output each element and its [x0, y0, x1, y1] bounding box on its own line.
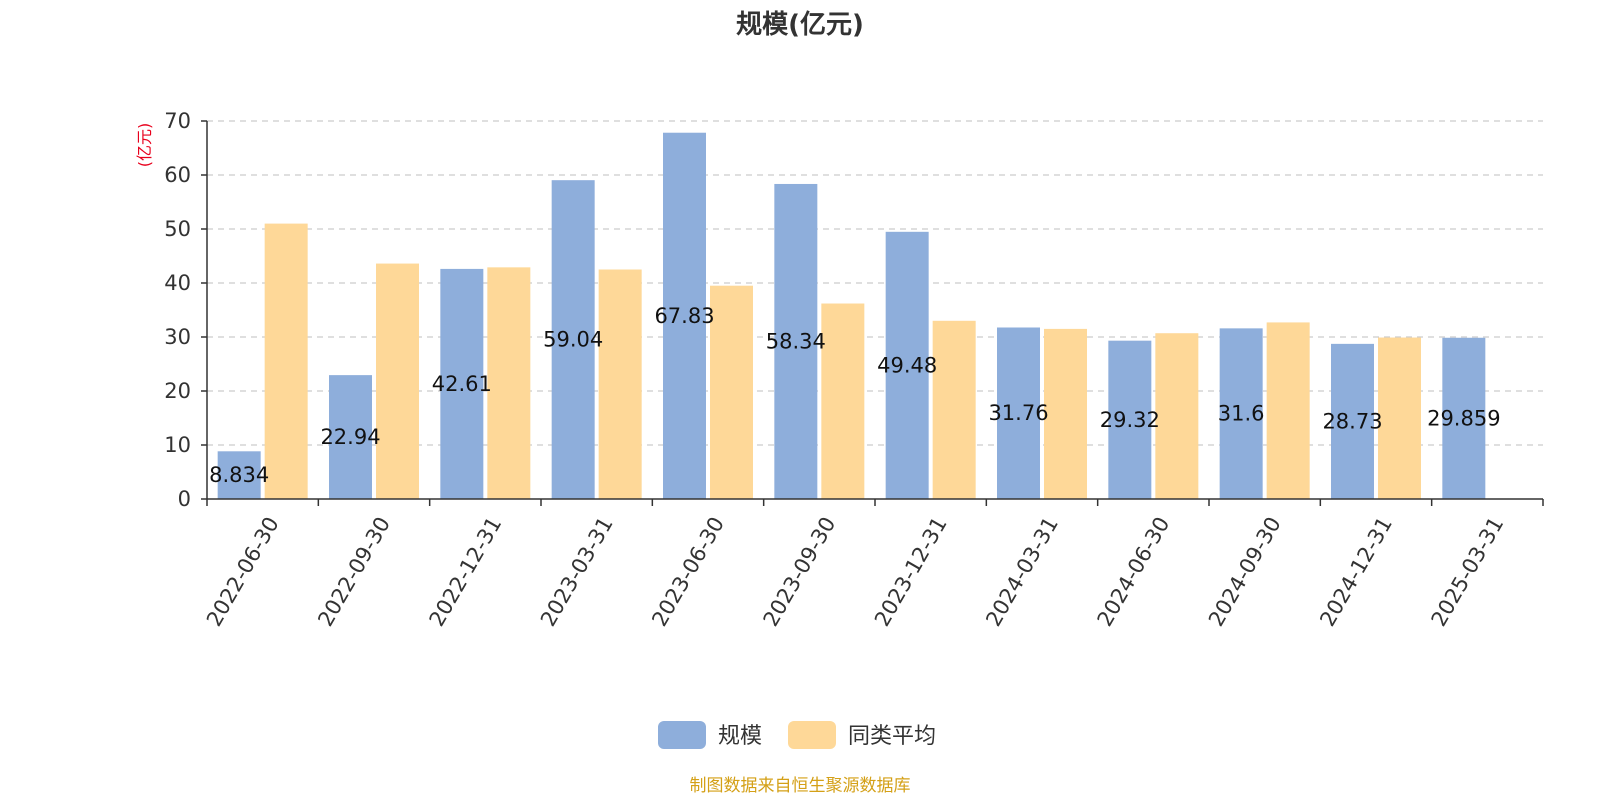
bar-scale-2022-06-30[interactable] — [217, 451, 261, 499]
value-label-2024-12-31: 28.73 — [1322, 409, 1382, 433]
value-label-2025-03-31: 29.859 — [1427, 406, 1500, 430]
value-label-2023-03-31: 59.04 — [543, 328, 603, 352]
x-tick-label-2023-06-30: 2023-06-30 — [647, 513, 729, 631]
data-source-note: 制图数据来自恒生聚源数据库 — [690, 776, 911, 796]
bar-category-average-2024-12-31[interactable] — [1378, 337, 1421, 499]
legend-swatch-scale[interactable] — [658, 721, 706, 749]
value-label-2024-09-30: 31.6 — [1218, 402, 1265, 426]
bar-scale-2022-09-30[interactable] — [329, 375, 372, 499]
y-tick-label-10: 10 — [164, 433, 191, 457]
y-tick-label-20: 20 — [164, 379, 191, 403]
bar-category-average-2022-09-30[interactable] — [376, 263, 419, 499]
bar-scale-2023-03-31[interactable] — [551, 180, 595, 499]
y-tick-label-40: 40 — [164, 271, 191, 295]
y-tick-label-30: 30 — [164, 325, 191, 349]
bar-category-average-2023-09-30[interactable] — [821, 303, 865, 499]
x-tick-label-2022-12-31: 2022-12-31 — [425, 513, 507, 631]
bar-scale-2023-06-30[interactable] — [663, 132, 706, 499]
value-label-2024-06-30: 29.32 — [1100, 408, 1160, 432]
value-label-2024-03-31: 31.76 — [988, 401, 1048, 425]
x-tick-label-2022-06-30: 2022-06-30 — [202, 513, 284, 631]
bar-category-average-2022-12-31[interactable] — [487, 267, 531, 499]
gridlines — [207, 120, 1543, 446]
bar-scale-2024-09-30[interactable] — [1219, 328, 1263, 499]
value-label-2023-09-30: 58.34 — [766, 329, 826, 353]
x-tick-label-2024-12-31: 2024-12-31 — [1315, 513, 1397, 631]
bar-category-average-2023-12-31[interactable] — [932, 320, 976, 499]
x-tick-label-2024-03-31: 2024-03-31 — [981, 513, 1063, 631]
legend-swatch-category-average[interactable] — [788, 721, 836, 749]
y-axis-unit-label: (亿元) — [135, 123, 154, 168]
value-label-2022-06-30: 8.834 — [209, 463, 269, 487]
value-labels: 8.834 22.94 42.61 59.04 67.83 58.34 49.48 31.76… — [209, 304, 1500, 487]
x-axis-ticks: 2022-06-30 2022-09-30 2022-12-31 2023-03-31… — [202, 499, 1544, 631]
bar-scale-2024-03-31[interactable] — [997, 327, 1040, 499]
legend-label-scale: 规模 — [718, 724, 762, 749]
bar-category-average-2024-03-31[interactable] — [1044, 328, 1087, 499]
y-axis-ticks: 0 10 20 30 40 50 60 70 — [164, 109, 207, 511]
y-tick-label-50: 50 — [164, 217, 191, 241]
bar-category-average-2022-06-30[interactable] — [264, 223, 308, 499]
x-tick-label-2023-12-31: 2023-12-31 — [870, 513, 952, 631]
bar-scale-2025-03-31[interactable] — [1442, 337, 1486, 499]
x-tick-label-2025-03-31: 2025-03-31 — [1427, 513, 1509, 631]
bar-scale-2022-12-31[interactable] — [440, 268, 484, 499]
bar-scale-2023-09-30[interactable] — [774, 183, 818, 500]
y-tick-label-70: 70 — [164, 109, 191, 133]
legend-label-category-average: 同类平均 — [848, 724, 936, 749]
bars — [217, 132, 1486, 500]
bar-category-average-2024-09-30[interactable] — [1266, 322, 1310, 499]
value-label-2023-12-31: 49.48 — [877, 353, 937, 377]
bar-category-average-2024-06-30[interactable] — [1155, 333, 1199, 499]
value-label-2022-09-30: 22.94 — [320, 425, 380, 449]
chart-title: 规模(亿元) — [736, 10, 864, 40]
bar-category-average-2023-06-30[interactable] — [710, 285, 753, 499]
bar-scale-2024-12-31[interactable] — [1331, 343, 1374, 499]
legend: 规模 同类平均 — [658, 721, 936, 749]
bar-category-average-2023-03-31[interactable] — [598, 269, 642, 500]
x-tick-label-2024-06-30: 2024-06-30 — [1093, 513, 1175, 631]
value-label-2022-12-31: 42.61 — [432, 372, 492, 396]
bar-scale-2023-12-31[interactable] — [885, 231, 929, 500]
value-label-2023-06-30: 67.83 — [654, 304, 714, 328]
x-tick-label-2024-09-30: 2024-09-30 — [1204, 513, 1286, 631]
x-tick-label-2023-03-31: 2023-03-31 — [536, 513, 618, 631]
bar-scale-2024-06-30[interactable] — [1108, 340, 1152, 499]
x-tick-label-2022-09-30: 2022-09-30 — [313, 513, 395, 631]
y-tick-label-60: 60 — [164, 163, 191, 187]
x-tick-label-2023-09-30: 2023-09-30 — [759, 513, 841, 631]
y-tick-label-0: 0 — [178, 487, 191, 511]
